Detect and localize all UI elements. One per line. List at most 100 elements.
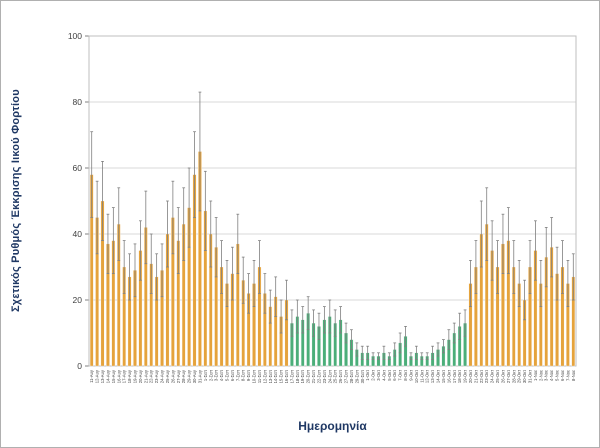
x-tick-label: 15-Οκτ <box>441 370 446 383</box>
x-tick-label: 11-Σεπ <box>257 370 262 383</box>
x-tick-label: 2-Νοε <box>538 370 543 381</box>
x-tick-label: 14-Σεπ <box>273 370 278 384</box>
x-tick-label: 22-Σεπ <box>316 370 321 384</box>
x-tick-label: 23-Αυγ <box>154 369 159 383</box>
x-tick-label: 13-Οκτ <box>430 370 435 383</box>
x-tick-label: 22-Αυγ <box>149 369 154 383</box>
x-tick-label: 30-Σεπ <box>360 370 365 384</box>
x-tick-label: 3-Σεπ <box>214 370 219 381</box>
x-tick-label: 25-Σεπ <box>333 370 338 384</box>
x-tick-label: 24-Αυγ <box>160 369 165 383</box>
x-tick-label: 10-Σεπ <box>252 370 257 384</box>
x-tick-label: 11-Αυγ <box>89 369 94 383</box>
x-tick-label: 4-Οκτ <box>381 370 386 381</box>
x-tick-label: 30-Οκτ <box>522 370 527 383</box>
x-tick-label: 13-Αυγ <box>100 369 105 383</box>
x-tick-label: 19-Οκτ <box>463 370 468 383</box>
x-tick-label: 21-Σεπ <box>311 370 316 384</box>
x-tick-label: 30-Αυγ <box>192 369 197 383</box>
x-tick-label: 18-Οκτ <box>457 370 462 383</box>
x-tick-label: 6-Νοε <box>560 370 565 381</box>
x-tick-label: 9-Οκτ <box>408 370 413 381</box>
y-tick-label: 80 <box>73 97 83 107</box>
x-tick-label: 7-Οκτ <box>398 370 403 381</box>
x-tick-label: 15-Σεπ <box>279 370 284 384</box>
x-axis-title: Ημερομηνία <box>298 419 367 433</box>
x-tick-label: 31-Οκτ <box>528 370 533 383</box>
x-tick-label: 19-Σεπ <box>300 370 305 384</box>
x-tick-label: 13-Σεπ <box>268 370 273 384</box>
x-tick-label: 26-Αυγ <box>170 369 175 383</box>
x-tick-label: 17-Αυγ <box>122 369 127 383</box>
x-tick-label: 5-Σεπ <box>224 370 229 381</box>
x-tick-label: 24-Οκτ <box>490 370 495 383</box>
x-tick-label: 25-Αυγ <box>165 369 170 383</box>
y-tick-label: 100 <box>68 31 82 41</box>
x-tick-label: 15-Αυγ <box>111 369 116 383</box>
x-tick-label: 1-Οκτ <box>365 370 370 381</box>
x-tick-label: 16-Οκτ <box>446 370 451 383</box>
y-tick-label: 0 <box>77 361 82 371</box>
x-tick-label: 26-Σεπ <box>338 370 343 384</box>
y-tick-label: 60 <box>73 163 83 173</box>
x-tick-label: 28-Οκτ <box>511 370 516 383</box>
x-tick-label: 29-Αυγ <box>187 369 192 383</box>
x-tick-label: 29-Οκτ <box>517 370 522 383</box>
x-tick-label: 1-Νοε <box>533 370 538 381</box>
x-tick-label: 11-Οκτ <box>419 370 424 383</box>
x-tick-label: 14-Οκτ <box>436 370 441 383</box>
x-tick-label: 16-Σεπ <box>284 370 289 384</box>
x-tick-label: 19-Αυγ <box>132 369 137 383</box>
x-tick-label: 18-Σεπ <box>295 370 300 384</box>
x-tick-label: 28-Σεπ <box>349 370 354 384</box>
x-tick-label: 12-Αυγ <box>95 369 100 383</box>
x-tick-label: 20-Οκτ <box>468 370 473 383</box>
x-tick-label: 29-Σεπ <box>354 370 359 384</box>
x-tick-label: 4-Σεπ <box>219 370 224 381</box>
x-tick-label: 7-Νοε <box>565 370 570 381</box>
plot-border <box>88 35 577 367</box>
y-tick-label: 40 <box>73 229 83 239</box>
x-tick-label: 1-Σεπ <box>203 370 208 381</box>
x-tick-label: 5-Νοε <box>555 370 560 381</box>
x-tick-label: 27-Σεπ <box>344 370 349 384</box>
x-tick-label: 6-Οκτ <box>392 370 397 381</box>
x-tick-label: 17-Οκτ <box>452 370 457 383</box>
x-tick-label: 7-Σεπ <box>235 370 240 381</box>
x-tick-label: 26-Οκτ <box>500 370 505 383</box>
x-tick-label: 12-Οκτ <box>425 370 430 383</box>
x-tick-label: 8-Σεπ <box>241 370 246 381</box>
x-tick-label: 27-Αυγ <box>176 369 181 383</box>
x-tick-label: 3-Νοε <box>544 370 549 381</box>
x-tick-label: 25-Οκτ <box>495 370 500 383</box>
x-tick-label: 3-Οκτ <box>376 370 381 381</box>
y-tick-label: 20 <box>73 295 83 305</box>
x-tick-label: 5-Οκτ <box>387 370 392 381</box>
x-tick-label: 20-Αυγ <box>138 369 143 383</box>
x-tick-label: 9-Σεπ <box>246 370 251 381</box>
x-tick-label: 28-Αυγ <box>181 369 186 383</box>
x-tick-label: 10-Οκτ <box>414 370 419 383</box>
x-tick-label: 31-Αυγ <box>197 369 202 383</box>
x-tick-label: 20-Σεπ <box>306 370 311 384</box>
x-tick-label: 4-Νοε <box>549 370 554 381</box>
x-tick-label: 17-Σεπ <box>289 370 294 384</box>
x-tick-label: 21-Αυγ <box>143 369 148 383</box>
x-tick-label: 2-Οκτ <box>371 370 376 381</box>
x-tick-label: 8-Νοε <box>571 370 576 381</box>
x-tick-label: 6-Σεπ <box>230 370 235 381</box>
x-tick-label: 8-Οκτ <box>403 370 408 381</box>
x-tick-label: 24-Σεπ <box>327 370 332 384</box>
x-tick-label: 21-Οκτ <box>473 370 478 383</box>
x-tick-label: 27-Οκτ <box>506 370 511 383</box>
x-tick-label: 23-Σεπ <box>322 370 327 384</box>
x-tick-label: 12-Σεπ <box>262 370 267 384</box>
x-tick-label: 22-Οκτ <box>479 370 484 383</box>
x-tick-label: 2-Σεπ <box>208 370 213 381</box>
x-tick-label: 23-Οκτ <box>484 370 489 383</box>
y-axis-title: Σχετικός Ρυθμός Έκκρισης Ιικού Φορτίου <box>10 89 22 313</box>
x-tick-label: 16-Αυγ <box>116 369 121 383</box>
x-tick-label: 18-Αυγ <box>127 369 132 383</box>
